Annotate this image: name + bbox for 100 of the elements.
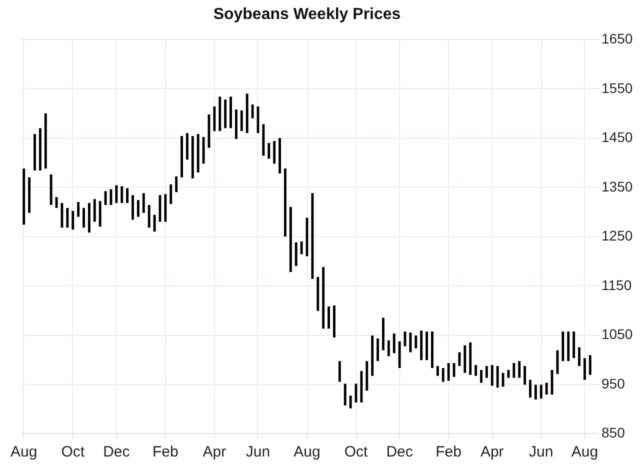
y-tick-label: 850	[602, 424, 626, 440]
x-tick-label: Aug	[294, 444, 320, 460]
bar	[328, 306, 330, 329]
bar	[104, 191, 107, 205]
bar	[148, 204, 150, 228]
bar	[588, 355, 592, 375]
bar	[349, 396, 352, 408]
bar	[284, 168, 286, 236]
bar	[414, 335, 418, 348]
bar	[376, 338, 380, 362]
bar	[567, 332, 570, 362]
bar	[534, 384, 537, 400]
bar	[464, 345, 466, 373]
bar	[572, 332, 576, 358]
bar	[436, 366, 439, 376]
bar	[115, 185, 118, 204]
bar	[344, 384, 346, 406]
bar	[371, 335, 374, 376]
bar	[562, 332, 564, 362]
bar	[240, 110, 243, 132]
bar	[333, 305, 336, 338]
x-tick-label: Jun	[529, 444, 554, 460]
bar	[382, 318, 384, 350]
bar	[77, 202, 80, 217]
bar	[490, 365, 494, 386]
bar	[316, 276, 320, 311]
bar	[50, 174, 52, 205]
bar	[196, 134, 200, 172]
bar	[98, 201, 102, 227]
bar	[360, 370, 363, 402]
x-tick-label: Dec	[103, 444, 130, 460]
bar	[230, 96, 232, 128]
bar	[392, 334, 396, 354]
y-tick-label: 1650	[602, 30, 633, 46]
bar	[420, 330, 423, 360]
bar	[550, 370, 554, 395]
bar	[578, 347, 580, 366]
bar	[202, 137, 205, 164]
bar	[518, 361, 521, 378]
bar	[246, 94, 248, 134]
bar	[268, 142, 270, 159]
bar	[251, 104, 254, 118]
x-tick-label: Oct	[344, 444, 368, 460]
bar	[153, 214, 156, 232]
bar	[38, 128, 42, 170]
bar	[191, 136, 194, 178]
bar	[224, 100, 227, 128]
bar	[262, 124, 265, 156]
bar	[66, 208, 69, 228]
bar	[387, 340, 390, 356]
bar	[366, 361, 368, 391]
x-tick-label: Aug	[10, 444, 38, 460]
y-tick-label: 1150	[602, 276, 632, 293]
bar	[175, 176, 178, 192]
bar	[136, 200, 140, 217]
bar	[583, 358, 586, 380]
x-tick-label: Apr	[480, 444, 504, 460]
bar	[507, 370, 510, 378]
bar	[556, 350, 559, 374]
bar	[545, 382, 548, 395]
bar	[496, 366, 499, 388]
bar	[22, 168, 26, 225]
bar	[88, 203, 90, 233]
bar	[60, 203, 64, 228]
bar	[120, 186, 124, 204]
bar	[529, 380, 532, 398]
bar	[426, 332, 428, 360]
bar	[180, 136, 183, 178]
bar	[398, 341, 401, 368]
y-tick-label: 1250	[602, 228, 633, 244]
bar	[512, 363, 516, 378]
bar	[278, 138, 281, 174]
bar	[132, 195, 134, 220]
bar	[294, 242, 298, 266]
bar	[186, 133, 188, 160]
bar	[447, 363, 450, 381]
bar	[338, 361, 341, 382]
bar	[164, 194, 167, 222]
bar	[409, 332, 412, 352]
bar	[82, 208, 85, 228]
bar	[28, 177, 31, 213]
bar	[524, 366, 526, 385]
bar	[300, 241, 303, 254]
x-tick-label: Aug	[571, 444, 598, 460]
bar	[218, 96, 222, 132]
bar	[142, 193, 145, 213]
bar	[234, 109, 238, 139]
x-tick-label: Oct	[61, 444, 86, 460]
x-tick-label: Feb	[152, 444, 178, 460]
bar	[44, 113, 47, 169]
x-tick-label: Apr	[202, 444, 226, 460]
bar	[93, 199, 96, 222]
bar	[72, 210, 74, 230]
bar	[469, 342, 472, 375]
bar	[322, 267, 325, 329]
bar	[480, 370, 482, 383]
y-tick-label: 1350	[602, 178, 633, 194]
x-tick-label: Feb	[436, 444, 462, 460]
bar	[458, 352, 461, 366]
x-tick-label: Jun	[246, 444, 270, 460]
